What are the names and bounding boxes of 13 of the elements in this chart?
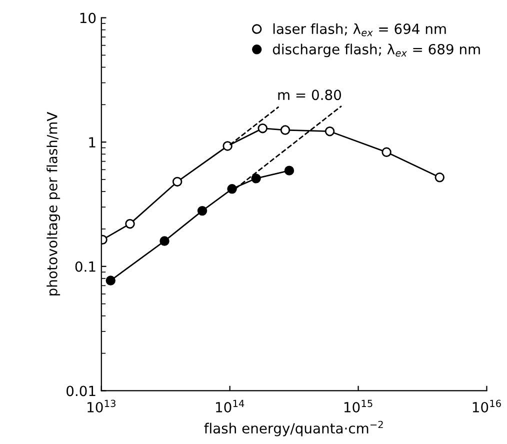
y-axis-title: photovoltage per flash/mV — [46, 112, 60, 296]
y-tick-label: 1 — [89, 137, 96, 148]
y-tick-label: 0.01 — [66, 386, 96, 396]
y-tick-label: 0.1 — [75, 261, 96, 272]
x-tick-label: 10$^{15}$ — [344, 400, 372, 412]
y-tick-label: 10 — [80, 12, 96, 24]
legend-label: discharge flash; λ$_{ex}$ = 689 nm — [272, 44, 480, 58]
x-tick-label: 10$^{14}$ — [216, 400, 244, 412]
legend-label: laser flash; λ$_{ex}$ = 694 nm — [273, 23, 446, 36]
annotation: m = 0.80 — [278, 90, 342, 100]
x-axis-title: flash energy/quanta·cm$^{−2}$ — [204, 420, 383, 436]
x-tick-label: 10$^{13}$ — [88, 400, 116, 412]
x-tick-label: 10$^{16}$ — [472, 400, 501, 412]
